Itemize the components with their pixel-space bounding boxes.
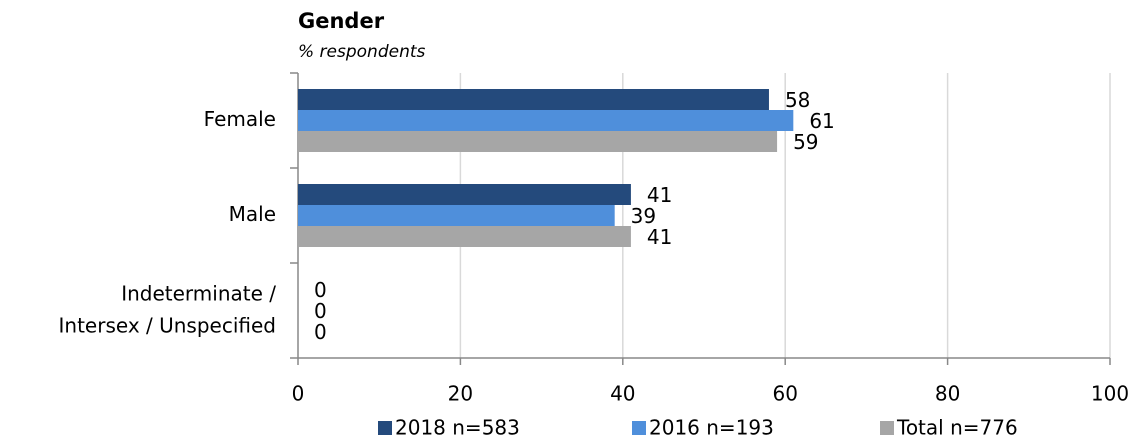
- legend-label: Total n=776: [896, 416, 1018, 440]
- chart-title: Gender: [298, 9, 385, 33]
- value-label: 59: [793, 130, 818, 154]
- legend-swatch: [880, 421, 894, 435]
- value-label: 39: [631, 204, 656, 228]
- x-tick-label: 100: [1091, 382, 1129, 406]
- x-tick-label: 0: [292, 382, 305, 406]
- x-tick-label: 80: [935, 382, 960, 406]
- x-tick-label: 60: [772, 382, 797, 406]
- chart-subtitle: % respondents: [298, 42, 426, 62]
- value-label: 0: [314, 278, 327, 302]
- value-label: 0: [314, 299, 327, 323]
- value-label: 41: [647, 225, 672, 249]
- value-label: 0: [314, 320, 327, 344]
- y-tick-label: Female: [204, 107, 276, 131]
- value-label: 41: [647, 183, 672, 207]
- bar: [298, 184, 631, 205]
- legend-label: 2018 n=583: [395, 416, 520, 440]
- y-tick-label: Indeterminate / Intersex / Unspecified: [59, 281, 277, 337]
- bar: [298, 131, 778, 152]
- x-tick-label: 40: [610, 382, 635, 406]
- legend-swatch: [632, 421, 646, 435]
- value-label: 61: [809, 109, 834, 133]
- bar: [298, 89, 769, 110]
- legend-swatch: [378, 421, 392, 435]
- legend-label: 2016 n=193: [649, 416, 774, 440]
- value-label: 58: [785, 88, 810, 112]
- bar: [298, 226, 631, 247]
- x-tick-label: 20: [448, 382, 473, 406]
- bar: [298, 110, 794, 131]
- y-tick-label: Male: [229, 202, 276, 226]
- bar: [298, 205, 615, 226]
